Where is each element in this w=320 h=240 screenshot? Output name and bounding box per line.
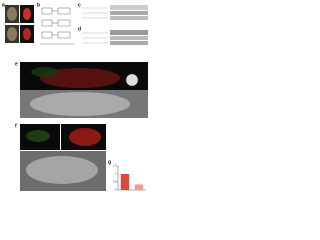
- panel-label: a: [2, 2, 5, 8]
- panel-label: g: [108, 159, 111, 165]
- microscopy-e: [20, 62, 148, 118]
- panel-label: f: [15, 123, 17, 129]
- y-tick-label: 1: [115, 173, 117, 176]
- schematic: [40, 7, 74, 45]
- y-tick-label: 1.5: [113, 165, 117, 168]
- panel-label: d: [78, 26, 81, 32]
- microscopy-f: [20, 124, 106, 191]
- y-tick-label: 0.5: [113, 181, 117, 184]
- bar: [120, 174, 130, 190]
- panel-label: b: [37, 2, 40, 8]
- bar: [134, 184, 144, 190]
- figure: a b c d e f g 0 0.5 1 1.5: [2, 2, 148, 192]
- panel-label: c: [78, 2, 81, 8]
- panel-label: e: [15, 61, 18, 67]
- western-blots: [82, 5, 148, 45]
- y-tick-label: 0: [115, 189, 117, 192]
- embryo-images: [5, 5, 34, 43]
